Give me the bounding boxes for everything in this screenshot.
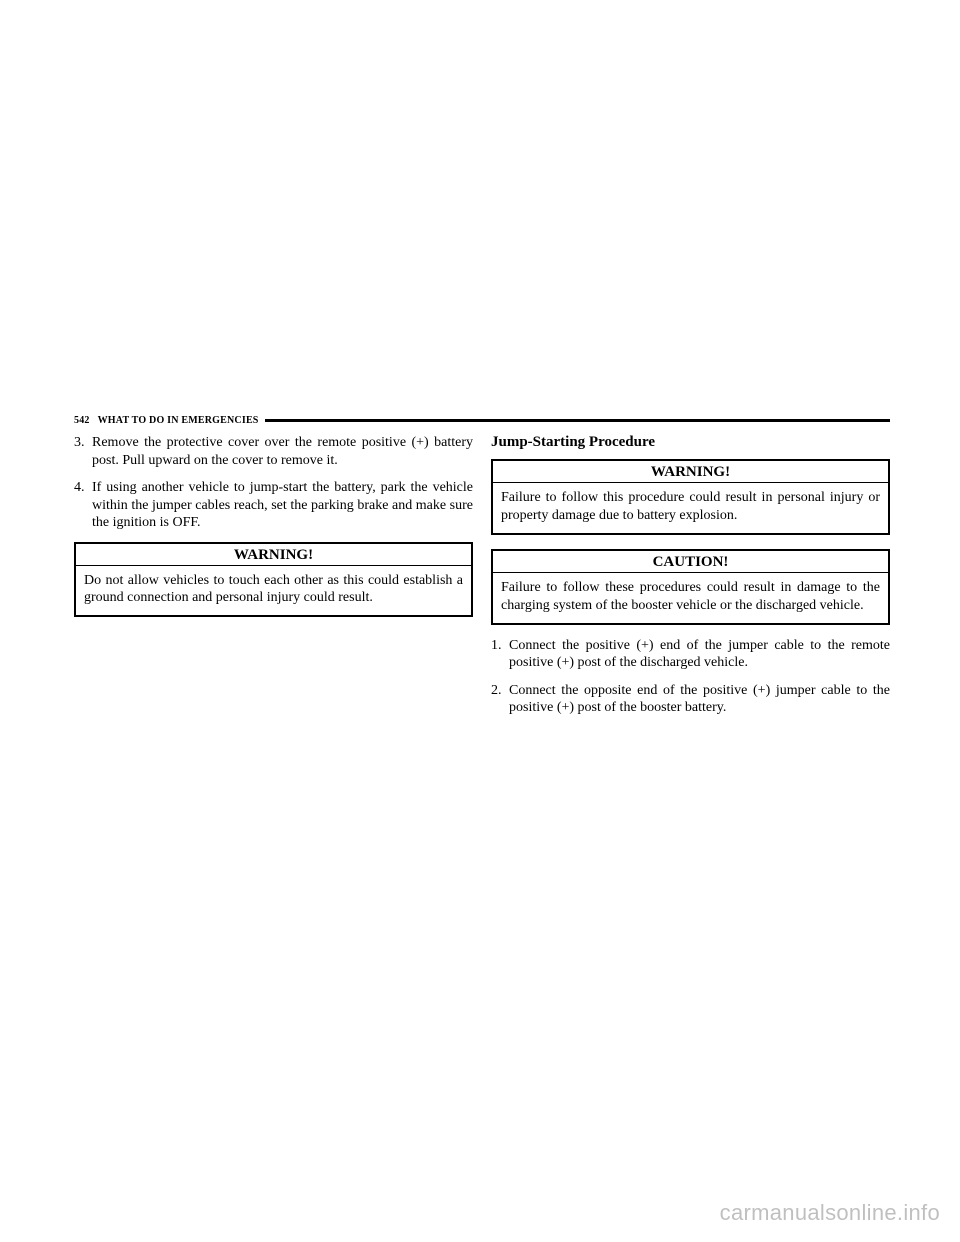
warning-title: WARNING!: [76, 544, 471, 566]
section-name: WHAT TO DO IN EMERGENCIES: [98, 415, 259, 426]
step-number: 1.: [491, 637, 509, 672]
caution-box: CAUTION! Failure to follow these procedu…: [491, 549, 890, 625]
warning-title: WARNING!: [493, 461, 888, 483]
manual-page: 542 WHAT TO DO IN EMERGENCIES 3. Remove …: [74, 415, 890, 727]
list-item: 4. If using another vehicle to jump-star…: [74, 479, 473, 532]
warning-box: WARNING! Do not allow vehicles to touch …: [74, 542, 473, 618]
page-header: 542 WHAT TO DO IN EMERGENCIES: [74, 415, 890, 426]
warning-box: WARNING! Failure to follow this procedur…: [491, 459, 890, 535]
section-title: Jump-Starting Procedure: [491, 434, 890, 451]
step-text: Remove the protective cover over the rem…: [92, 434, 473, 469]
list-item: 2. Connect the opposite end of the posit…: [491, 682, 890, 717]
list-item: 1. Connect the positive (+) end of the j…: [491, 637, 890, 672]
page-number: 542: [74, 415, 90, 426]
step-number: 4.: [74, 479, 92, 532]
header-rule: [265, 419, 890, 422]
step-text: If using another vehicle to jump-start t…: [92, 479, 473, 532]
content-columns: 3. Remove the protective cover over the …: [74, 434, 890, 727]
right-steps: 1. Connect the positive (+) end of the j…: [491, 637, 890, 717]
left-column: 3. Remove the protective cover over the …: [74, 434, 473, 727]
list-item: 3. Remove the protective cover over the …: [74, 434, 473, 469]
warning-body: Do not allow vehicles to touch each othe…: [76, 566, 471, 616]
step-text: Connect the positive (+) end of the jump…: [509, 637, 890, 672]
warning-body: Failure to follow this procedure could r…: [493, 483, 888, 533]
left-steps: 3. Remove the protective cover over the …: [74, 434, 473, 532]
caution-title: CAUTION!: [493, 551, 888, 573]
caution-body: Failure to follow these procedures could…: [493, 573, 888, 623]
step-number: 3.: [74, 434, 92, 469]
step-number: 2.: [491, 682, 509, 717]
step-text: Connect the opposite end of the positive…: [509, 682, 890, 717]
watermark: carmanualsonline.info: [720, 1200, 940, 1226]
right-column: Jump-Starting Procedure WARNING! Failure…: [491, 434, 890, 727]
